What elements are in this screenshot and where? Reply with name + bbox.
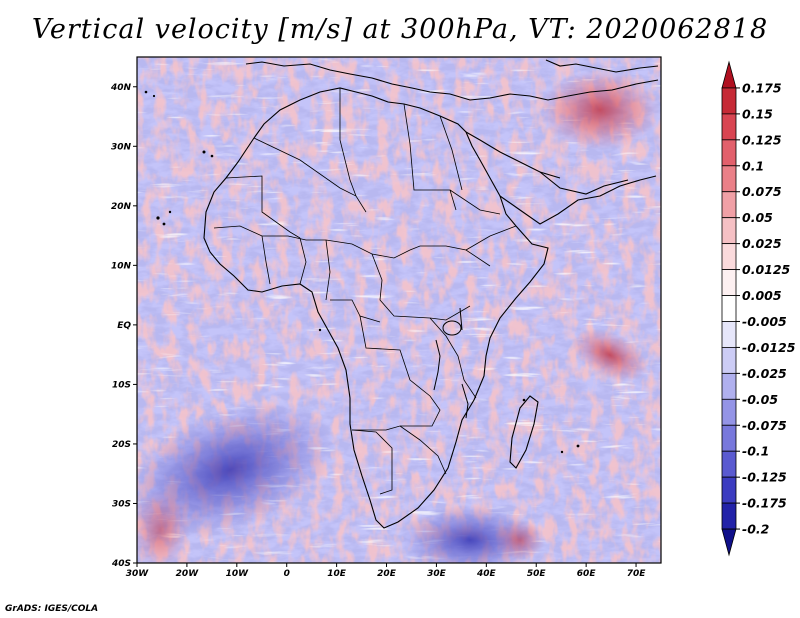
lon-label: 10E xyxy=(327,569,347,579)
lon-label: 10W xyxy=(226,569,250,579)
islands xyxy=(144,90,580,454)
lon-label: 70E xyxy=(627,569,647,579)
coastlines xyxy=(203,59,659,529)
colorbar-label: 0.025 xyxy=(742,236,782,251)
colorbar-label: 0.125 xyxy=(742,132,782,147)
lat-label: 10S xyxy=(112,380,131,390)
lon-label: 0 xyxy=(284,569,290,579)
colorbar-label: 0.0125 xyxy=(742,262,791,277)
colorbar-label: -0.0125 xyxy=(742,340,796,355)
lat-label: 40N xyxy=(110,83,132,93)
lon-label: 60E xyxy=(577,569,597,579)
colorbar-segment xyxy=(721,321,737,348)
country-borders xyxy=(213,88,517,495)
colorbar-label: -0.2 xyxy=(742,522,769,537)
colorbar-label: 0.175 xyxy=(742,80,782,95)
lakes xyxy=(433,307,469,419)
colorbar-segment xyxy=(721,295,737,322)
colorbar-label: 0.005 xyxy=(742,288,782,303)
colorbar-segment xyxy=(721,165,737,193)
colorbar-label: -0.175 xyxy=(742,496,787,511)
colorbar-bottom-triangle xyxy=(721,528,737,557)
lon-label: 30W xyxy=(126,569,150,579)
credit-text: GrADS: IGES/COLA xyxy=(5,604,99,614)
colorbar: 0.175 0.15 0.125 0.1 0.075 0.05 0.025 0.0125 0.0… xyxy=(721,60,796,557)
lat-label: 20S xyxy=(112,440,131,450)
colorbar-segment xyxy=(721,139,737,167)
lon-label: 20W xyxy=(176,569,200,579)
velocity-field xyxy=(137,57,661,563)
colorbar-segment xyxy=(721,347,737,374)
colorbar-label: -0.05 xyxy=(742,392,778,407)
lon-label: 50E xyxy=(527,569,547,579)
colorbar-segment xyxy=(721,476,737,504)
plot-title: Vertical velocity [m/s] at 300hPa, VT: 2… xyxy=(31,14,769,45)
plot-frame xyxy=(136,56,662,564)
lat-label: 40S xyxy=(111,559,131,569)
colorbar-segment xyxy=(721,269,737,296)
colorbar-label: -0.025 xyxy=(742,366,787,381)
colorbar-label: 0.15 xyxy=(742,106,773,121)
colorbar-top-triangle xyxy=(721,60,737,89)
colorbar-segment xyxy=(721,372,737,400)
colorbar-segment xyxy=(721,243,737,270)
longitude-labels: 30W 20W 10W 0 10E 20E 30E 40E 50E 60E 70E xyxy=(126,569,646,579)
colorbar-segment xyxy=(721,217,737,245)
colorbar-segment xyxy=(721,113,737,141)
lat-label: 20N xyxy=(111,202,132,212)
colorbar-label: 0.05 xyxy=(742,210,773,225)
colorbar-segment xyxy=(721,450,737,478)
colorbar-label: -0.1 xyxy=(742,444,769,459)
colorbar-label: -0.125 xyxy=(742,470,787,485)
colorbar-label: -0.005 xyxy=(742,314,787,329)
lat-label: 30S xyxy=(112,499,131,509)
lon-label: 30E xyxy=(427,569,447,579)
colorbar-label: -0.075 xyxy=(742,418,787,433)
lon-label: 20E xyxy=(377,569,397,579)
colorbar-segment xyxy=(721,502,737,530)
colorbar-label: 0.075 xyxy=(742,184,782,199)
latitude-labels: 40N 30N 20N 10N EQ 10S 20S 30S 40S xyxy=(110,83,132,569)
lat-label: 10N xyxy=(111,261,132,271)
colorbar-label: 0.1 xyxy=(742,158,764,173)
colorbar-segment xyxy=(721,424,737,452)
axis-ticks xyxy=(133,86,637,567)
lat-label: EQ xyxy=(117,321,131,331)
colorbar-segment xyxy=(721,191,737,219)
colorbar-segment xyxy=(721,398,737,426)
lon-label: 40E xyxy=(476,569,497,579)
lat-label: 30N xyxy=(111,142,132,152)
colorbar-segment xyxy=(721,87,737,115)
